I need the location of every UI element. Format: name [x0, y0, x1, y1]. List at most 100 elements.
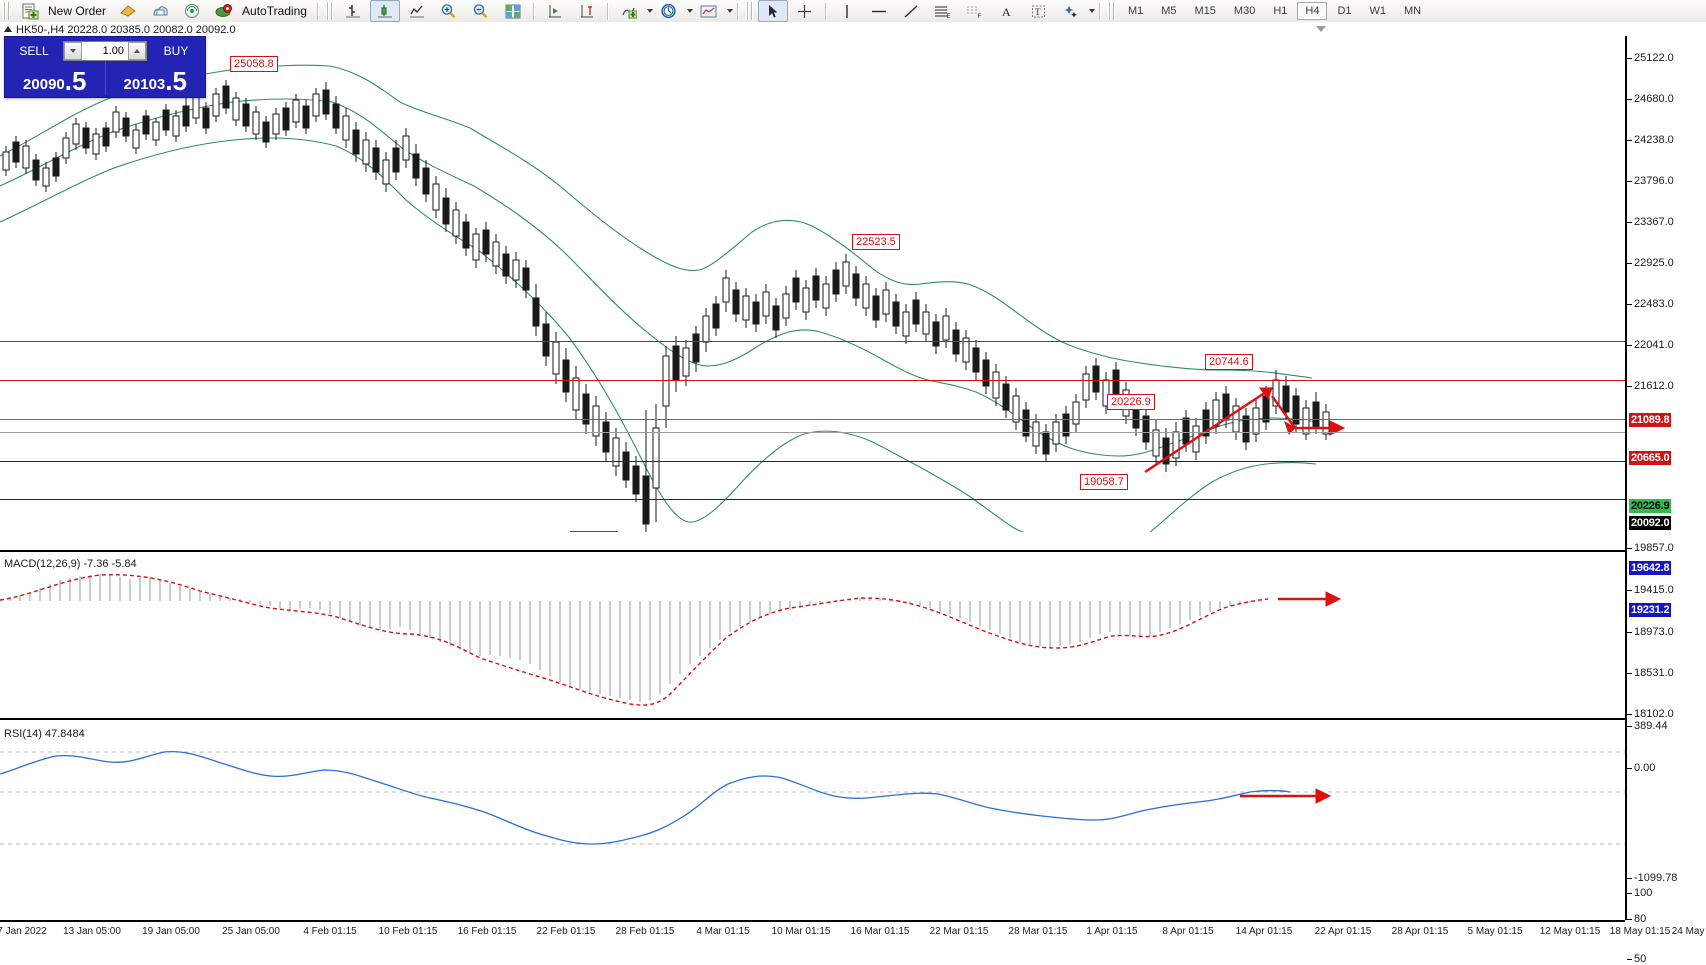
annotation-label-1[interactable]: 22523.5: [852, 234, 900, 250]
line-chart-icon[interactable]: [402, 0, 432, 22]
chart-expand-icon[interactable]: [4, 26, 12, 32]
chevron-down-icon-3[interactable]: [726, 9, 733, 13]
macd-signal-line: [0, 573, 1269, 706]
templates-icon[interactable]: [694, 0, 724, 22]
candlestick-chart-icon[interactable]: [369, 0, 400, 22]
sell-price-button[interactable]: 20090.5: [5, 61, 106, 95]
chevron-down-icon-4[interactable]: [1088, 9, 1095, 13]
time-axis-label: 4 Feb 01:15: [303, 926, 357, 937]
fibonacci-fan-icon[interactable]: F: [960, 0, 990, 22]
price-level-tag[interactable]: 19642.8: [1629, 561, 1672, 575]
timeframe-button-m15[interactable]: M15: [1194, 5, 1216, 17]
autotrading-icon[interactable]: [209, 0, 239, 22]
chevron-up-icon-volume: [134, 48, 140, 53]
toolbar-grip-2[interactable]: [325, 2, 334, 20]
svg-text:E: E: [947, 14, 951, 19]
macd-pane[interactable]: MACD(12,26,9) -7.36 -5.84: [0, 556, 1625, 714]
time-axis-label: 4 Mar 01:15: [696, 926, 750, 937]
timeframe-button-m30[interactable]: M30: [1233, 5, 1256, 17]
support-line-19642[interactable]: [0, 461, 1625, 462]
price-tick-label: 0.00: [1634, 762, 1656, 774]
price-level-tag[interactable]: 20665.0: [1629, 451, 1672, 465]
toolbar-separator-6: [1098, 2, 1101, 20]
new-order-label[interactable]: New Order: [48, 4, 107, 18]
volume-decrement-button[interactable]: [64, 41, 82, 60]
data-window-icon[interactable]: [145, 0, 175, 22]
volume-stepper[interactable]: 1.00: [63, 40, 147, 61]
price-tick-label: 19415.0: [1634, 584, 1674, 596]
timeframe-button-m5[interactable]: M5: [1161, 5, 1177, 17]
price-tick-mark: [1627, 99, 1632, 100]
annotation-label-5[interactable]: 18236.0: [570, 531, 618, 532]
expert-advisors-icon[interactable]: [113, 0, 143, 22]
vertical-line-icon[interactable]: [832, 0, 862, 22]
chart-window: HK50-,H4 20228.0 20385.0 20082.0 20092.0: [0, 22, 1706, 965]
time-axis[interactable]: 7 Jan 2022 13 Jan 05:00 19 Jan 05:00 25 Jan…: [0, 920, 1706, 944]
period-icon[interactable]: [654, 0, 684, 22]
indicators-icon[interactable]: [614, 0, 644, 22]
buy-label[interactable]: BUY: [163, 43, 189, 58]
one-click-trading-panel[interactable]: SELL 1.00 BUY 20090.5 20103.5: [4, 36, 206, 98]
new-order-icon[interactable]: [15, 0, 45, 22]
text-icon[interactable]: A: [992, 0, 1022, 22]
text-label-icon[interactable]: T: [1024, 0, 1054, 22]
time-axis-label: 28 Feb 01:15: [615, 926, 675, 937]
volume-value[interactable]: 1.00: [102, 44, 124, 57]
price-level-tag[interactable]: 20092.0: [1629, 516, 1672, 530]
chart-scroll-marker[interactable]: [1316, 26, 1326, 32]
shapes-icon[interactable]: [1056, 0, 1086, 22]
buy-price-button[interactable]: 20103.5: [106, 61, 206, 95]
resistance-line-21089[interactable]: [0, 341, 1625, 342]
sell-label[interactable]: SELL: [19, 43, 49, 58]
timeframe-button-w1[interactable]: W1: [1369, 5, 1387, 17]
volume-increment-button[interactable]: [128, 41, 146, 60]
auto-scroll-icon[interactable]: [572, 0, 602, 22]
price-tick-mark: [1627, 548, 1632, 549]
price-tick-label: 50: [1634, 953, 1647, 965]
price-tick-label: 18973.0: [1634, 626, 1674, 638]
buy-price-main: 20103: [123, 76, 166, 93]
timeframe-button-h1[interactable]: H1: [1273, 5, 1288, 17]
pane-divider-macd: [0, 550, 1625, 552]
rsi-pane[interactable]: RSI(14) 47.8484: [0, 726, 1625, 920]
time-axis-label: 14 Apr 01:15: [1235, 926, 1293, 937]
chevron-down-icon-2[interactable]: [686, 9, 693, 13]
price-level-tag[interactable]: 19231.2: [1629, 603, 1672, 617]
annotation-label-2[interactable]: 20744.6: [1205, 354, 1253, 370]
autotrading-label[interactable]: AutoTrading: [242, 4, 307, 18]
price-tick-mark: [1627, 304, 1632, 305]
ask-line-20092[interactable]: [0, 432, 1625, 433]
fibonacci-icon[interactable]: E: [928, 0, 958, 22]
timeframe-button-m1[interactable]: M1: [1127, 5, 1144, 17]
cursor-icon[interactable]: [757, 0, 788, 22]
price-level-tag[interactable]: 20226.9: [1629, 499, 1672, 513]
trendline-icon[interactable]: [896, 0, 926, 22]
horizontal-line-icon[interactable]: [864, 0, 894, 22]
annotation-label-4[interactable]: 19058.7: [1080, 474, 1128, 490]
timeframe-button-d1[interactable]: D1: [1337, 5, 1352, 17]
tile-windows-icon[interactable]: [498, 0, 528, 22]
resistance-line-20665[interactable]: [0, 380, 1625, 381]
price-axis[interactable]: 25122.0 24680.0 24238.0 23796.0 23367.0 22925…: [1625, 36, 1706, 965]
toolbar-grip[interactable]: [3, 2, 11, 20]
zoom-in-icon[interactable]: [434, 0, 464, 22]
timeframe-button-h4[interactable]: H4: [1297, 2, 1328, 20]
time-axis-label: 18 May 01:15: [1609, 926, 1671, 937]
signals-icon[interactable]: [177, 0, 207, 22]
bar-chart-icon[interactable]: [338, 0, 368, 22]
price-chart-pane[interactable]: 25058.8 22523.5 20744.6 20226.9 19058.7 …: [0, 36, 1625, 532]
rsi-label: RSI(14) 47.8484: [4, 728, 85, 740]
bid-line-20226[interactable]: [0, 419, 1625, 420]
annotation-label-3[interactable]: 20226.9: [1107, 394, 1155, 410]
price-level-tag[interactable]: 21089.8: [1629, 413, 1672, 427]
crosshair-icon[interactable]: [790, 0, 820, 22]
zoom-out-icon[interactable]: [466, 0, 496, 22]
trade-panel-top-row: SELL 1.00 BUY: [5, 37, 205, 61]
timeframe-button-mn[interactable]: MN: [1404, 5, 1422, 17]
chart-shift-icon[interactable]: [540, 0, 570, 22]
support-line-19231[interactable]: [0, 499, 1625, 500]
toolbar-grip-4[interactable]: [1107, 2, 1116, 20]
chevron-down-icon[interactable]: [646, 9, 653, 13]
annotation-label-0[interactable]: 25058.8: [230, 56, 278, 72]
toolbar-grip-3[interactable]: [745, 2, 754, 20]
